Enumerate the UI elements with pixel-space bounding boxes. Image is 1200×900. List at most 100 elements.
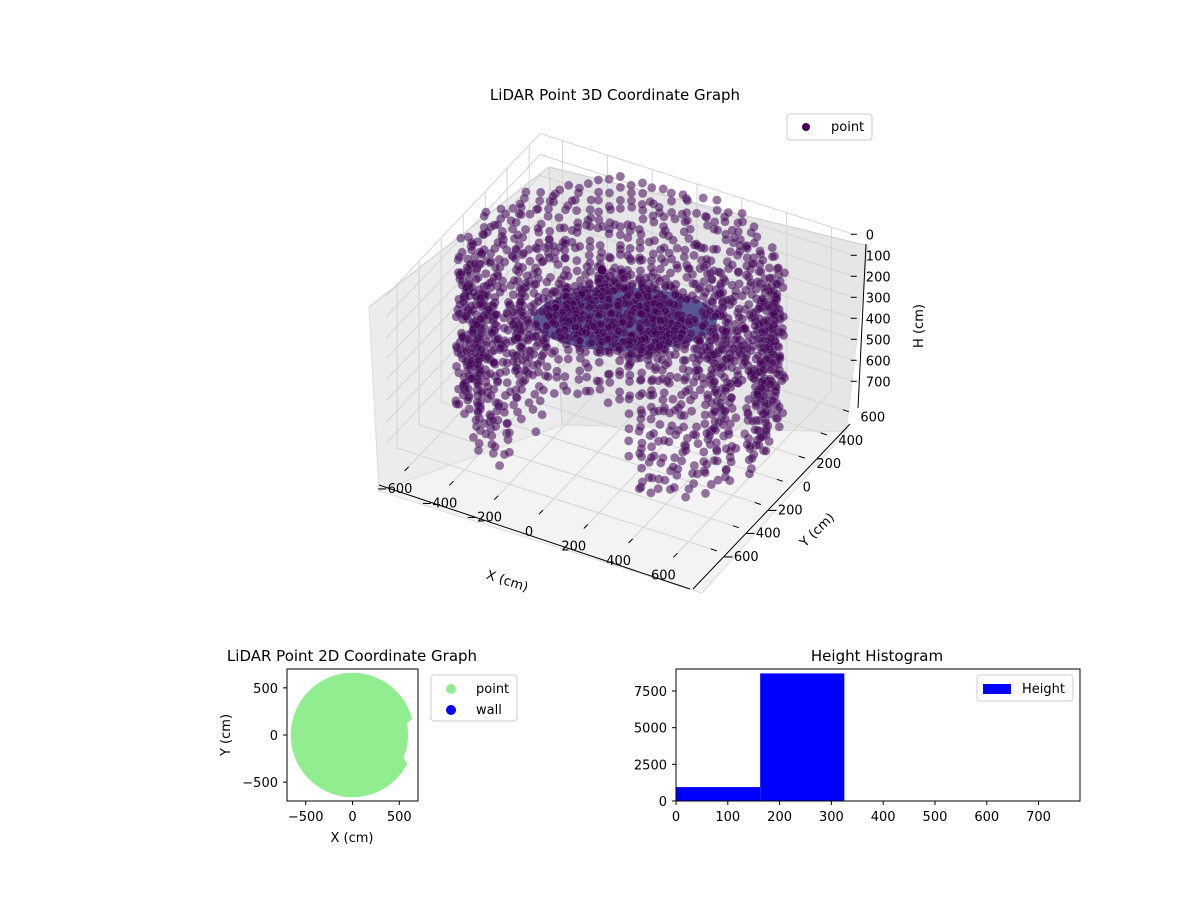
cloud-point bbox=[667, 208, 677, 218]
x-tick-label: 500 bbox=[923, 810, 948, 825]
cloud-point bbox=[515, 283, 525, 293]
cloud-point bbox=[637, 368, 647, 378]
cloud-point bbox=[644, 237, 654, 247]
cloud-point bbox=[745, 310, 755, 320]
cloud-point bbox=[528, 404, 538, 414]
legend-3d-label: point bbox=[831, 120, 864, 135]
x-tick bbox=[404, 466, 409, 472]
cloud-point bbox=[560, 372, 570, 382]
cloud-point bbox=[451, 341, 461, 351]
cloud-point bbox=[598, 222, 608, 232]
cloud-point bbox=[468, 432, 478, 442]
cloud-point bbox=[682, 196, 692, 206]
cloud-point bbox=[658, 374, 668, 384]
cloud-point bbox=[714, 267, 724, 277]
cloud-point bbox=[516, 342, 526, 352]
cloud-point bbox=[657, 365, 667, 375]
cloud-point bbox=[649, 428, 659, 438]
cloud-point bbox=[658, 229, 668, 239]
cloud-point bbox=[749, 238, 759, 248]
cloud-point bbox=[635, 253, 645, 263]
cloud-point bbox=[660, 282, 670, 292]
cloud-point bbox=[722, 295, 732, 305]
cloud-point bbox=[510, 234, 520, 244]
cloud-point bbox=[533, 204, 543, 214]
y-tick-label: 500 bbox=[253, 682, 278, 697]
x-tick-label: 0 bbox=[525, 525, 533, 540]
cloud-point bbox=[659, 222, 669, 232]
cloud-point bbox=[734, 312, 744, 322]
cloud-point bbox=[463, 395, 473, 405]
cloud-point bbox=[502, 348, 512, 358]
cloud-point bbox=[542, 277, 552, 287]
cloud-point bbox=[464, 335, 474, 345]
cloud-point bbox=[773, 263, 783, 273]
cloud-point bbox=[531, 319, 541, 329]
cloud-point bbox=[725, 247, 735, 257]
cloud-point bbox=[706, 479, 716, 489]
cloud-point bbox=[555, 185, 565, 195]
cloud-point bbox=[682, 208, 692, 218]
cloud-point bbox=[672, 342, 682, 352]
cloud-point bbox=[697, 307, 707, 317]
cloud-point bbox=[503, 297, 513, 307]
cloud-point bbox=[554, 213, 564, 223]
cloud-point bbox=[647, 473, 657, 483]
cloud-point bbox=[772, 368, 782, 378]
chart-3d: LiDAR Point 3D Coordinate Graph −600 −400… bbox=[368, 86, 927, 595]
cloud-point bbox=[581, 358, 591, 368]
cloud-point bbox=[545, 226, 555, 236]
cloud-point bbox=[756, 432, 766, 442]
x-tick bbox=[538, 509, 544, 515]
x-tick-label: 600 bbox=[651, 568, 676, 583]
cloud-point bbox=[456, 268, 466, 278]
cloud-point bbox=[672, 243, 682, 253]
cloud-point bbox=[615, 182, 625, 192]
cloud-point bbox=[587, 338, 597, 348]
cloud-point bbox=[751, 401, 761, 411]
cloud-point bbox=[721, 317, 731, 327]
cloud-point bbox=[720, 472, 730, 482]
cloud-point bbox=[692, 241, 702, 251]
cloud-point bbox=[466, 374, 476, 384]
cloud-point bbox=[615, 204, 625, 214]
cloud-point bbox=[451, 361, 461, 371]
y-tick-label: 600 bbox=[860, 411, 885, 426]
cloud-point bbox=[721, 327, 731, 337]
cloud-point bbox=[680, 344, 690, 354]
legend-2d-marker-wall bbox=[446, 705, 456, 715]
cloud-point bbox=[637, 178, 647, 188]
cloud-point bbox=[654, 202, 664, 212]
cloud-point bbox=[723, 208, 733, 218]
cloud-point bbox=[721, 444, 731, 454]
cloud-point bbox=[764, 263, 774, 273]
cloud-point bbox=[544, 311, 554, 321]
y-tick-label: 0 bbox=[659, 795, 667, 810]
legend-histogram: Height bbox=[976, 674, 1074, 702]
cloud-point bbox=[700, 410, 710, 420]
cloud-point bbox=[670, 290, 680, 300]
cloud-point bbox=[634, 225, 644, 235]
cloud-point bbox=[740, 357, 750, 367]
cloud-point bbox=[764, 302, 774, 312]
cloud-point bbox=[474, 299, 484, 309]
cloud-point bbox=[487, 328, 497, 338]
cloud-point bbox=[574, 183, 584, 193]
cloud-point bbox=[682, 216, 692, 226]
cloud-point bbox=[757, 327, 767, 337]
cloud-point bbox=[647, 442, 657, 452]
cloud-point bbox=[563, 271, 573, 281]
cloud-point bbox=[744, 394, 754, 404]
cloud-point bbox=[456, 233, 466, 243]
z-axis-line bbox=[857, 243, 867, 409]
cloud-point bbox=[635, 324, 645, 334]
cloud-point bbox=[585, 236, 595, 246]
cloud-point bbox=[622, 250, 632, 260]
y-axis-line bbox=[692, 423, 851, 590]
cloud-point bbox=[594, 207, 604, 217]
cloud-point bbox=[710, 407, 720, 417]
cloud-point bbox=[744, 366, 754, 376]
cloud-point bbox=[626, 357, 636, 367]
cloud-point bbox=[467, 343, 477, 353]
cloud-point bbox=[486, 248, 496, 258]
